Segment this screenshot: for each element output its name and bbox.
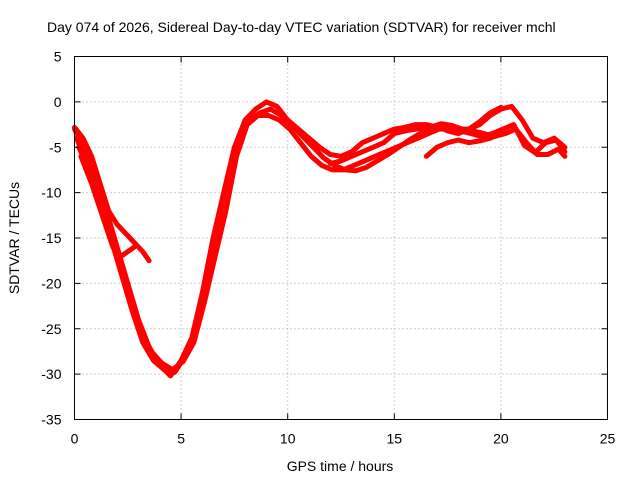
y-tick-labels: 5 0 -5 -10 -15 -20 -25 -30 -35 <box>41 49 61 428</box>
data-series-group <box>72 99 568 379</box>
y-tick-label: -20 <box>41 275 61 291</box>
grid-lines <box>74 56 608 420</box>
series-jitter-track-4 <box>74 127 152 263</box>
x-tick-label: 20 <box>493 431 509 447</box>
x-tick-labels: 0 5 10 15 20 25 <box>71 431 616 447</box>
axis-ticks <box>74 56 608 420</box>
x-tick-label: 25 <box>600 431 616 447</box>
y-tick-label: -10 <box>41 185 61 201</box>
y-axis-label: SDTVAR / TECUs <box>6 182 22 294</box>
y-tick-label: -35 <box>41 412 61 428</box>
y-tick-label: -15 <box>41 230 61 246</box>
series-line-track-1 <box>72 99 568 379</box>
series-line-track-7 <box>327 104 504 167</box>
x-tick-label: 5 <box>177 431 185 447</box>
y-tick-label: 5 <box>54 49 62 65</box>
plot-frame <box>74 56 608 420</box>
series-jitter-track-1 <box>74 101 567 378</box>
x-tick-label: 15 <box>387 431 403 447</box>
series-jitter-track-5 <box>80 156 137 259</box>
y-tick-label: -5 <box>49 139 62 155</box>
x-axis-label: GPS time / hours <box>287 458 394 474</box>
series-jitter-track-7 <box>330 107 503 166</box>
y-tick-label: -25 <box>41 321 61 337</box>
series-jitter-track-6 <box>426 133 503 159</box>
x-tick-label: 0 <box>71 431 79 447</box>
series-jitter-track-3 <box>76 115 567 372</box>
x-tick-label: 10 <box>280 431 296 447</box>
y-tick-label: 0 <box>54 94 62 110</box>
y-tick-label: -30 <box>41 366 61 382</box>
series-line-track-6 <box>423 131 504 159</box>
chart-title: Day 074 of 2026, Sidereal Day-to-day VTE… <box>47 19 556 35</box>
